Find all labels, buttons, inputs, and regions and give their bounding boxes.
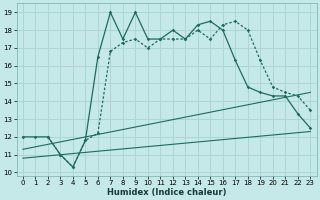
X-axis label: Humidex (Indice chaleur): Humidex (Indice chaleur) <box>107 188 226 197</box>
